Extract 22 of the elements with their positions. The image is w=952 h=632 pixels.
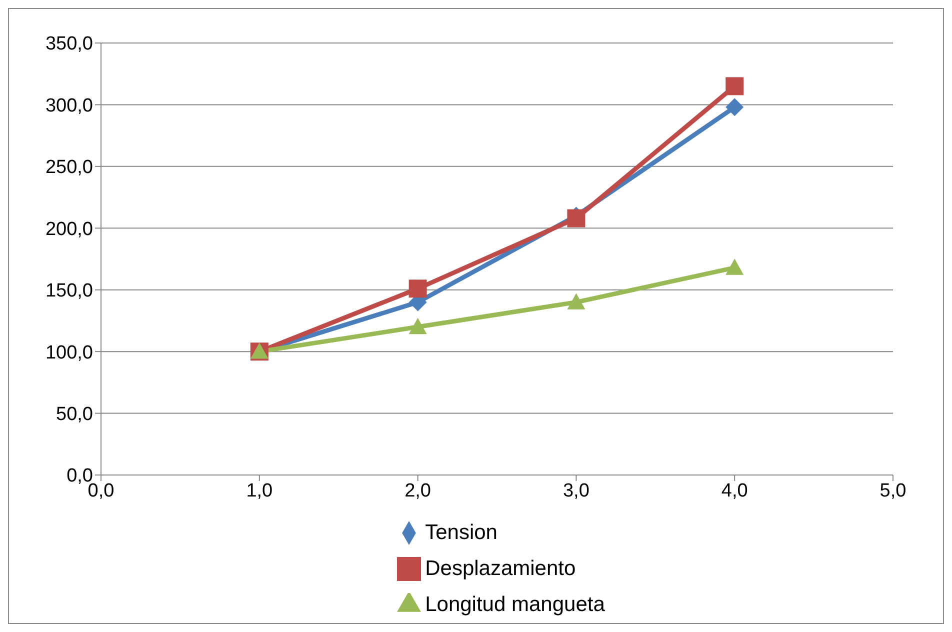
y-tick-label: 250,0 — [45, 157, 93, 178]
point — [726, 258, 744, 275]
point — [408, 280, 427, 298]
legend-label: Tension — [425, 521, 498, 544]
point — [408, 318, 427, 334]
y-tick-label: 200,0 — [45, 218, 93, 240]
x-tick-label: 2,0 — [404, 480, 432, 502]
y-tick-label: 350,0 — [45, 34, 93, 55]
x-tick-label: 3,0 — [562, 480, 590, 502]
x-tick-label: 4,0 — [721, 480, 748, 502]
x-tick-label: 5,0 — [880, 480, 906, 502]
point — [726, 98, 744, 116]
y-tick-label: 100,0 — [45, 342, 93, 364]
point — [567, 293, 586, 310]
y-tick-label: 150,0 — [45, 280, 93, 302]
legend-label: Longitud mangueta — [425, 593, 605, 616]
x-tick-label: 1,0 — [246, 480, 273, 502]
point — [567, 209, 586, 228]
y-tick-label: 300,0 — [45, 95, 93, 116]
legend-label: Desplazamiento — [425, 557, 576, 580]
y-tick-label: 50,0 — [56, 404, 93, 426]
point — [726, 77, 744, 96]
